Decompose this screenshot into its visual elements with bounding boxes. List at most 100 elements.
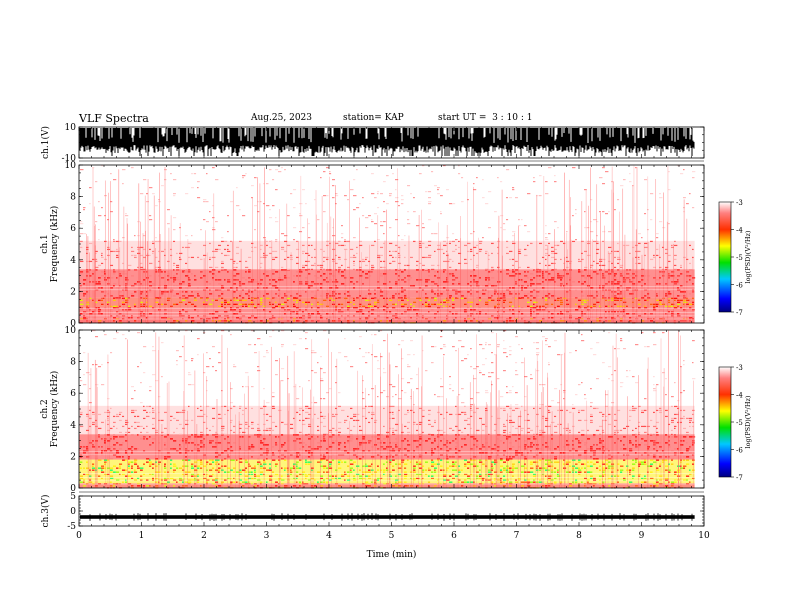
spectrogram-pixel xyxy=(680,461,682,463)
spectrogram-pixel xyxy=(356,465,360,467)
spectrogram-pixel xyxy=(638,405,641,408)
spectrogram-pixel xyxy=(461,297,464,299)
spectrogram-pixel xyxy=(161,419,164,422)
spectrogram-pixel xyxy=(383,438,386,440)
spectrogram-pixel xyxy=(284,269,287,271)
spectrogram-pixel xyxy=(137,434,139,436)
spectrogram-pixel xyxy=(101,207,103,209)
spectrogram-pixel xyxy=(446,254,449,257)
spectrogram-pixel xyxy=(281,167,284,169)
spectrogram-pixel xyxy=(332,459,334,461)
spectrogram-pixel xyxy=(686,203,689,205)
spectrogram-pixel xyxy=(404,313,407,315)
spectrogram-pixel xyxy=(119,444,123,446)
spectrogram-pixel xyxy=(668,305,672,307)
spectrogram-pixel xyxy=(104,279,108,281)
spectrogram-pixel xyxy=(290,311,294,313)
spectrogram-pixel xyxy=(536,467,538,469)
spectrogram-pixel xyxy=(86,446,89,448)
spectrogram-pixel xyxy=(116,297,119,299)
spectrogram-pixel xyxy=(455,291,459,293)
spectrogram-pixel xyxy=(200,440,203,442)
spectrogram-pixel xyxy=(614,297,617,299)
spectrogram-pixel xyxy=(212,313,215,315)
spectrogram-pixel xyxy=(404,413,408,416)
spectrogram-pixel xyxy=(164,477,167,479)
spectrogram-pixel xyxy=(557,285,560,287)
spectrogram-pixel xyxy=(107,423,109,426)
spectrogram-pixel xyxy=(605,415,608,418)
spectrogram-pixel xyxy=(251,303,255,305)
spectrogram-pixel xyxy=(320,446,322,448)
spectrogram-pixel xyxy=(677,283,680,285)
spectrogram-pixel xyxy=(668,301,671,303)
spectrogram-pixel xyxy=(326,256,329,259)
spectrogram-pixel xyxy=(239,448,241,450)
spectrogram-pixel xyxy=(98,436,101,438)
spectrogram-pixel xyxy=(134,421,137,424)
spectrogram-pixel xyxy=(383,221,386,223)
spectrogram-pixel xyxy=(440,307,444,309)
spectrogram-pixel xyxy=(476,320,478,322)
spectrogram-pixel xyxy=(212,407,216,410)
spectrogram-pixel xyxy=(338,450,340,452)
spectrogram-pixel xyxy=(206,320,208,322)
spectrogram-pixel xyxy=(233,279,237,281)
spectrogram-pixel xyxy=(368,475,371,477)
spectrogram-pixel xyxy=(422,165,425,167)
spectrogram-pixel xyxy=(92,413,95,416)
spectrogram-pixel xyxy=(242,409,244,412)
spectrogram-pixel xyxy=(227,456,230,458)
spectrogram-pixel xyxy=(476,283,478,285)
spectrogram-pixel xyxy=(398,279,400,281)
spectrogram-pixel xyxy=(419,244,422,247)
spectrogram-pixel xyxy=(392,303,395,305)
spectrogram-pixel xyxy=(332,235,336,237)
spectrogram-pixel xyxy=(299,283,303,285)
spectrogram-pixel xyxy=(173,279,177,281)
spectrogram-pixel xyxy=(293,299,295,301)
spectrogram-pixel xyxy=(116,305,118,307)
spectrogram-pixel xyxy=(215,438,219,440)
spectrogram-pixel xyxy=(590,277,593,279)
spectrogram-pixel xyxy=(281,248,285,251)
spectrogram-pixel xyxy=(584,477,587,479)
spectrogram-pixel xyxy=(449,203,453,205)
spectrogram-pixel xyxy=(194,436,197,438)
spectrogram-pixel xyxy=(671,463,674,465)
spectrogram-pixel xyxy=(608,246,612,249)
spectrogram-pixel xyxy=(152,193,155,195)
spectrogram-pixel xyxy=(443,260,447,263)
spectrogram-pixel xyxy=(305,405,309,408)
spectrogram-pixel xyxy=(449,297,452,299)
spectrogram-pixel xyxy=(584,450,588,452)
spectrogram-pixel xyxy=(689,293,692,295)
spectrogram-pixel xyxy=(119,463,123,465)
spectrogram-pixel xyxy=(113,448,116,450)
spectrogram-pixel xyxy=(659,221,663,223)
spectrogram-pixel xyxy=(113,273,116,275)
spectrogram-pixel xyxy=(650,452,653,454)
spectrogram-pixel xyxy=(263,461,266,463)
spectrogram-pixel xyxy=(215,165,217,167)
spectrogram-pixel xyxy=(131,275,134,277)
spectrogram-pixel xyxy=(386,307,389,309)
spectrogram-pixel xyxy=(476,252,479,255)
spectrogram-pixel xyxy=(305,291,307,293)
spectrogram-pixel xyxy=(680,459,683,461)
spectrogram-pixel xyxy=(575,297,578,299)
spectrogram-pixel xyxy=(584,250,588,253)
spectrogram-pixel xyxy=(428,481,431,483)
spectrogram-pixel xyxy=(452,465,455,467)
spectrogram-pixel xyxy=(383,469,386,471)
spectrogram-pixel xyxy=(518,461,521,463)
spectrogram-pixel xyxy=(395,283,398,285)
spectrogram-pixel xyxy=(512,235,515,237)
spectrogram-pixel xyxy=(302,244,305,247)
spectrogram-pixel xyxy=(80,240,83,243)
spectrogram-pixel xyxy=(452,233,455,235)
spectrogram-pixel xyxy=(185,448,187,450)
spectrogram-pixel xyxy=(629,293,633,295)
spectrogram-pixel xyxy=(344,471,346,473)
spectrogram-pixel xyxy=(488,456,492,458)
